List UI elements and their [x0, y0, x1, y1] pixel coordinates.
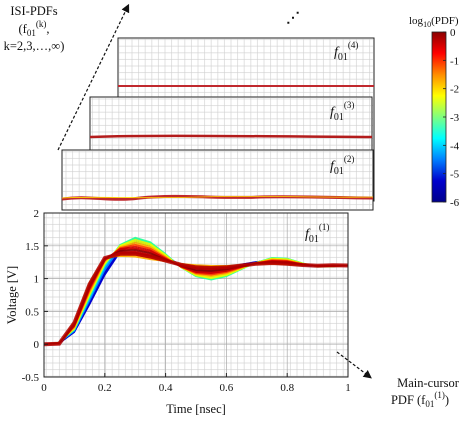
isi-arrow	[57, 3, 130, 151]
y-axis-label: Voltage [V]	[5, 266, 19, 324]
main-cursor-annotation: Main-cursor PDF (f01(1))	[336, 351, 460, 409]
x-tick-label: 0.8	[280, 382, 294, 394]
colorbar-title: log10(PDF)	[409, 15, 459, 29]
panel-label-2: f01(2)	[330, 154, 354, 177]
y-tick-label: 1.5	[25, 241, 39, 253]
main-cursor-arrow	[336, 351, 372, 379]
isi-panel-2: f01(2)	[61, 149, 374, 211]
isi-f-symbol: (f01(k),	[19, 19, 50, 38]
x-tick-label: 0.4	[159, 382, 173, 394]
isi-title: ISI-PDFs	[10, 4, 57, 18]
panel-label-3: f01(3)	[330, 100, 354, 123]
x-axis-label: Time [nsec]	[166, 402, 226, 416]
y-tick-label: 0.5	[25, 306, 39, 318]
colorbar-ticks: 0 -1 -2 -3 -4 -5 -6	[443, 27, 460, 209]
x-axis-ticks: 0 0.2 0.4 0.6 0.8 1	[41, 373, 351, 394]
x-tick-label: 0.2	[98, 382, 112, 394]
y-axis-ticks: -0.5 0 0.5 1 1.5 2	[22, 208, 48, 384]
colorbar-tick-label: -4	[450, 140, 460, 152]
y-tick-label: 2	[34, 208, 40, 220]
colorbar: 0 -1 -2 -3 -4 -5 -6 log10(PDF)	[409, 15, 460, 209]
colorbar-tick-label: -5	[450, 169, 460, 181]
voltage-trace-core	[43, 251, 349, 347]
colorbar-tick-label: -3	[450, 112, 460, 124]
isi-annotation: ISI-PDFs (f01(k), k=2,3,…,∞) ⋰	[4, 3, 300, 151]
panel-label-4: f01(4)	[334, 40, 358, 63]
colorbar-tick-label: -1	[450, 55, 459, 67]
y-tick-label: 0	[34, 339, 40, 351]
isi-k-range: k=2,3,…,∞)	[4, 39, 65, 53]
main-cursor-pdf: PDF (f01(1))	[391, 390, 449, 409]
colorbar-tick-label: -6	[450, 197, 460, 209]
x-tick-label: 0	[41, 382, 47, 394]
y-tick-label: 1	[34, 274, 40, 286]
main-cursor-plot: 0 0.2 0.4 0.6 0.8 1 -0.500.511.52 Time [nsec]…	[5, 208, 351, 416]
colorbar-tick-label: 0	[450, 27, 456, 39]
panel-label-1: f01(1)	[305, 222, 329, 245]
y-tick-label: -0.5	[22, 372, 40, 384]
main-cursor-traces	[43, 236, 349, 347]
colorbar-tick-label: -2	[450, 84, 459, 96]
main-cursor-title: Main-cursor	[397, 376, 460, 390]
plot-frame	[43, 212, 349, 378]
isi-3-trace	[89, 134, 373, 139]
x-tick-label: 1	[345, 382, 351, 394]
stack-ellipsis: ⋰	[286, 11, 300, 26]
x-tick-label: 0.6	[220, 382, 234, 394]
